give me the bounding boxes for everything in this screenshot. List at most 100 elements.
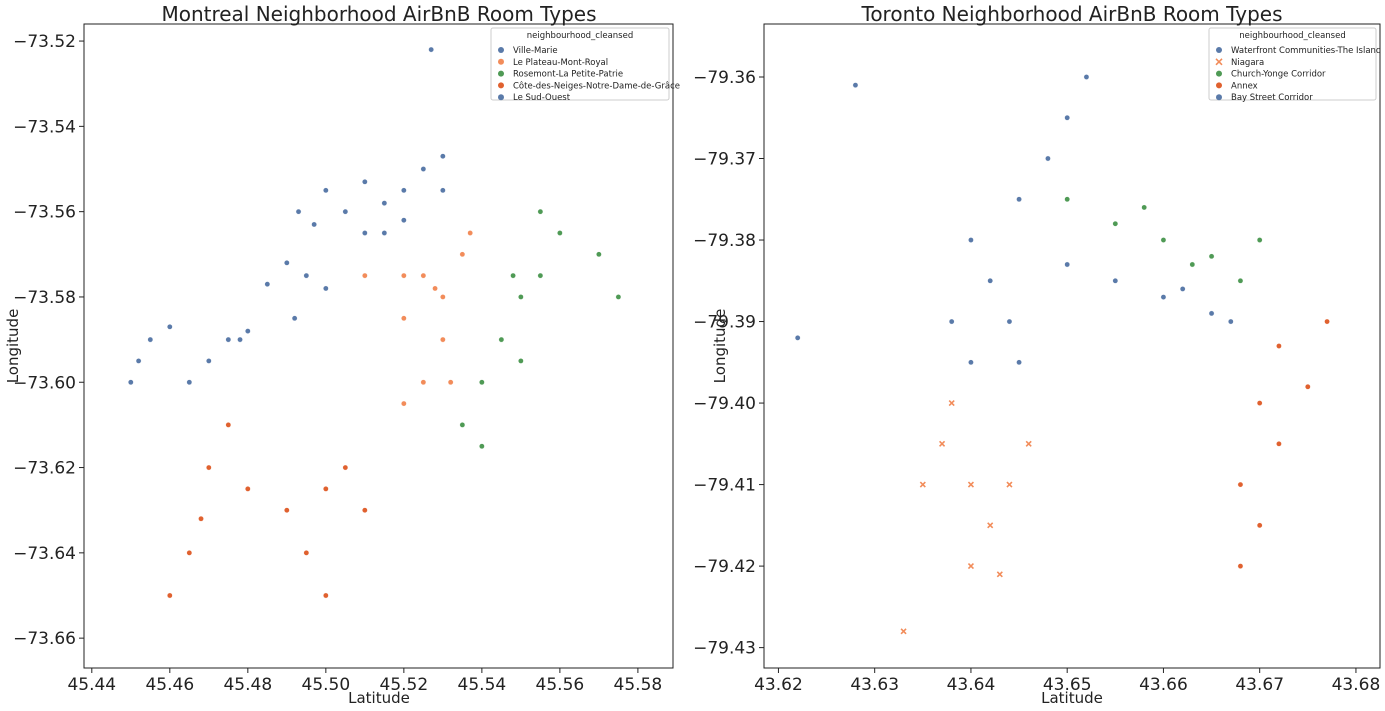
legend-marker — [1216, 47, 1222, 53]
y-tick-label: −79.37 — [693, 150, 756, 170]
x-tick-label: 45.56 — [536, 675, 585, 695]
data-point — [323, 187, 329, 194]
legend-marker — [498, 70, 504, 77]
data-point — [237, 336, 243, 343]
data-point — [1228, 318, 1234, 325]
y-tick-label: −79.38 — [693, 231, 756, 251]
legend-label: Waterfront Communities-The Island — [1231, 46, 1381, 56]
data-point — [440, 336, 446, 343]
y-tick-label: −73.60 — [13, 373, 76, 393]
legend-marker — [498, 94, 504, 101]
data-point — [1016, 359, 1022, 366]
legend-box — [490, 27, 670, 101]
data-point — [342, 464, 349, 471]
y-tick-label: −79.39 — [693, 313, 756, 333]
data-point — [362, 179, 368, 185]
y-tick-label: −73.66 — [13, 629, 76, 649]
data-point — [342, 208, 349, 215]
y-tick-label: −73.56 — [13, 203, 76, 223]
data-point — [1045, 155, 1051, 162]
data-point — [206, 358, 212, 364]
data-point — [362, 230, 368, 236]
y-axis-ticks: −73.52 −73.54 −73.56 −73.58 −73.60 −73.62 −73.… — [13, 32, 84, 649]
data-point — [459, 422, 466, 428]
data-point — [1237, 563, 1244, 569]
y-tick-label: −79.36 — [693, 68, 756, 88]
data-point — [498, 336, 505, 343]
legend-label: Le Plateau-Mont-Royal — [513, 58, 608, 68]
x-axis-ticks: 43.62 43.63 43.64 43.65 43.66 43.67 43.68 — [754, 668, 1380, 695]
data-point — [1208, 310, 1215, 317]
data-point — [401, 187, 407, 194]
legend-label: Annex — [1231, 81, 1258, 91]
data-point — [440, 187, 446, 194]
data-point — [459, 251, 466, 258]
data-point — [432, 285, 438, 292]
legend-marker — [1216, 94, 1222, 101]
chart-title: Toronto Neighborhood AirBnB Room Types — [861, 2, 1283, 26]
data-point — [968, 359, 974, 366]
y-tick-label: −79.43 — [693, 639, 756, 659]
plot-area-frame — [83, 23, 674, 669]
data-point — [1160, 237, 1167, 243]
data-point — [381, 230, 388, 236]
x-tick-label: 43.64 — [947, 675, 996, 695]
data-point — [596, 251, 602, 258]
legend-label: Ville-Marie — [513, 46, 558, 56]
data-point — [428, 46, 434, 53]
data-point — [440, 294, 446, 300]
y-tick-label: −73.58 — [13, 288, 76, 308]
data-point — [284, 507, 290, 513]
data-point — [167, 324, 173, 330]
data-point — [1256, 522, 1263, 529]
legend-label: Le Sud-Ouest — [513, 93, 571, 103]
x-axis-ticks: 45.44 45.46 45.48 45.50 45.52 45.54 45.56 45.58 — [67, 668, 662, 695]
data-point — [1064, 196, 1070, 203]
data-point — [1016, 196, 1022, 203]
data-point — [381, 200, 388, 206]
data-point — [1160, 294, 1167, 300]
data-point — [420, 379, 427, 386]
data-point — [615, 294, 622, 300]
data-point — [967, 563, 975, 570]
data-point — [1237, 277, 1244, 284]
data-point — [167, 592, 173, 599]
data-point — [284, 260, 290, 266]
data-point — [295, 208, 302, 215]
data-point — [225, 422, 232, 428]
legend-label: Bay Street Corridor — [1231, 93, 1313, 103]
data-point — [1112, 277, 1119, 284]
data-point — [291, 315, 298, 322]
data-point — [401, 217, 407, 223]
data-point — [323, 285, 329, 292]
data-point — [794, 335, 801, 341]
x-tick-label: 43.63 — [850, 675, 899, 695]
data-point — [186, 379, 193, 386]
y-axis-label: Longitude — [4, 309, 22, 384]
x-tick-label: 45.54 — [458, 675, 507, 695]
x-tick-label: 43.62 — [754, 675, 803, 695]
legend-box — [1208, 27, 1377, 101]
data-point — [537, 272, 544, 279]
data-point — [245, 486, 251, 492]
x-tick-label: 43.65 — [1043, 675, 1092, 695]
data-point — [919, 481, 926, 488]
data-point — [401, 400, 407, 407]
data-point — [518, 294, 524, 300]
data-point — [1064, 114, 1070, 121]
data-point — [537, 208, 544, 215]
y-tick-label: −79.41 — [693, 476, 756, 496]
x-tick-label: 45.52 — [380, 675, 429, 695]
data-point — [1276, 441, 1282, 447]
legend-marker — [1216, 82, 1222, 89]
data-point — [1305, 383, 1311, 390]
data-point — [303, 272, 310, 279]
data-point — [198, 515, 204, 522]
data-point — [323, 592, 329, 599]
data-point — [987, 522, 994, 529]
data-point — [1064, 261, 1070, 268]
data-point — [362, 507, 368, 513]
data-point — [900, 628, 907, 635]
legend-label: Côte-des-Neiges-Notre-Dame-de-Grâce — [513, 80, 680, 91]
